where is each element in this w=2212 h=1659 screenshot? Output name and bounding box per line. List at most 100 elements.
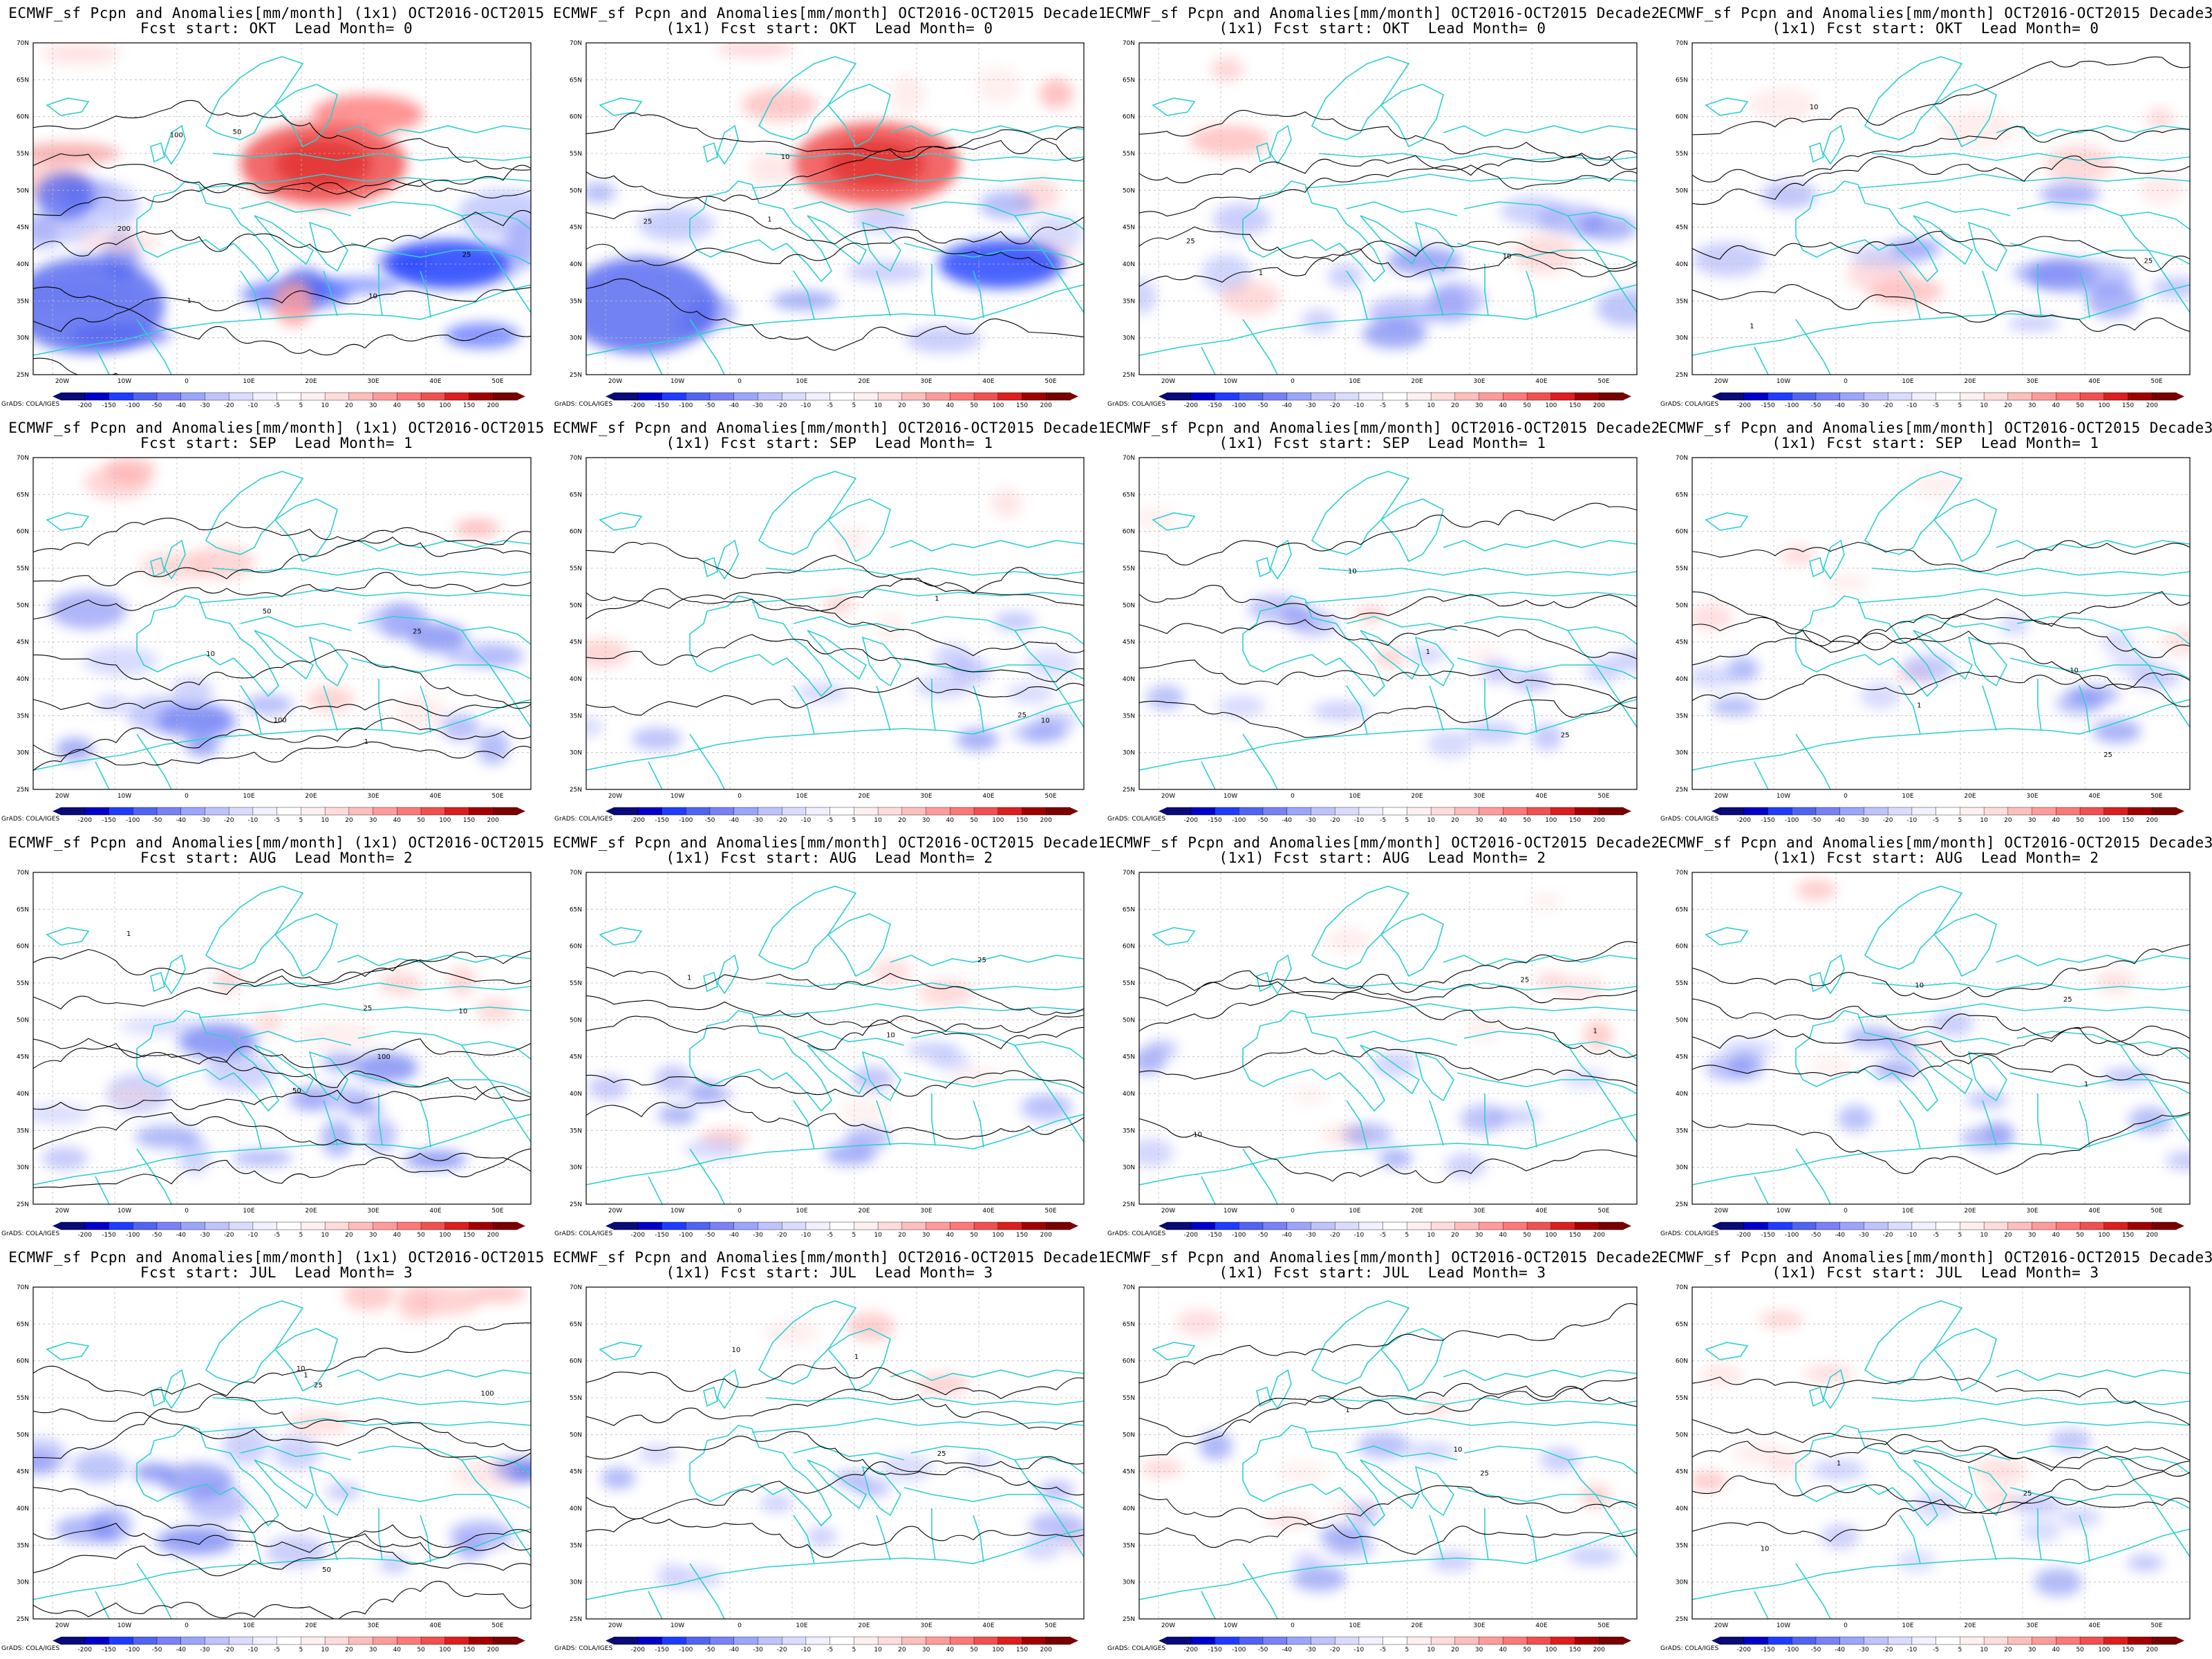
colorbar-tick-label: 50 [2076,1647,2084,1653]
coastline-border [1795,1563,1831,1619]
longitude-label: 40E [429,378,441,385]
coastline-border [1256,142,1271,163]
anomaly-blob [2127,1554,2164,1572]
colorbar-swatch [1503,1221,1528,1230]
colorbar-swatch [758,1636,782,1645]
colorbar-swatch [1215,392,1239,401]
coastline-border [890,955,1084,966]
latitude-label: 30N [17,1580,29,1586]
coastline-border [1795,1425,1938,1527]
contour-label: 25 [364,1005,373,1013]
colorbar-tick-label: -100 [126,817,140,824]
anomaly-blob [2007,315,2059,332]
coastline-border [2120,1044,2190,1143]
colorbar-tick-label: -20 [1883,1232,1893,1239]
precip-contour [33,1038,531,1102]
longitude-label: 10E [796,1208,807,1215]
latitude-label: 55N [1123,980,1135,987]
colorbar-tick-label: 40 [393,1232,402,1239]
coastline-border [136,1010,279,1112]
colorbar-swatch [1166,807,1192,816]
precip-contour [33,1148,531,1188]
latitude-label: 45N [17,225,29,232]
coastline-border [1864,56,1963,140]
coastline-border [1139,1528,1637,1600]
coastline-border [205,56,304,140]
colorbar-tick-label: 40 [1499,1647,1508,1653]
latitude-label: 60N [1123,114,1135,121]
anomaly-blob [396,1287,435,1322]
latitude-label: 40N [1123,676,1135,683]
colorbar-min-arrow [53,1637,61,1644]
coastline-border [198,1003,531,1018]
coastline-border [1014,1459,1084,1557]
latitude-label: 70N [17,870,29,877]
contour-label: 10 [886,1032,895,1040]
anomaly-blob [748,151,796,185]
colorbar-swatch [1839,392,1865,401]
anomaly-blob [1291,1085,1329,1105]
anomaly-blob [1139,278,1157,315]
contour-label: 25 [1480,1470,1489,1478]
colorbar-swatch [973,807,999,816]
colorbar-swatch [133,392,158,401]
colorbar-swatch [1960,1221,1985,1230]
precip-contour [1139,1387,1637,1457]
anomaly-blob [326,1483,361,1501]
colorbar-tick-label: -100 [1232,1647,1246,1653]
latitude-label: 70N [1123,455,1135,462]
precip-contour [1692,231,2190,272]
longitude-label: 20E [305,378,317,385]
colorbar-tick-label: -30 [1306,402,1316,409]
coastline-border [378,679,383,731]
colorbar-swatch [1743,1221,1769,1230]
latitude-label: 25N [1123,787,1135,794]
latitude-label: 65N [1123,1321,1135,1328]
colorbar-swatch [1887,1221,1913,1230]
colorbar-swatch [637,807,663,816]
latitude-label: 35N [1123,298,1135,305]
colorbar-swatch [2152,807,2177,816]
coastline-border [1242,595,1385,697]
colorbar-tick-label: 50 [1523,817,1531,824]
colorbar-swatch [926,392,951,401]
coastline-border [1429,270,1444,317]
latitude-label: 35N [1676,713,1688,720]
precip-contour [33,948,531,984]
latitude-label: 70N [17,40,29,47]
precip-contour [586,1389,1084,1430]
colorbar-swatch [637,392,663,401]
anomaly-field [1692,88,2190,332]
precip-contour [1692,1461,2190,1542]
coastline-border [1982,685,1997,731]
latitude-label: 65N [1676,906,1688,913]
colorbar-tick-label: -30 [1859,817,1869,824]
precip-contour [1139,941,1637,1032]
anomaly-blob [1139,1138,1174,1168]
colorbar-swatch [1022,392,1047,401]
coastline-border [1705,927,1749,946]
coastline-border [827,498,891,563]
coastline-border [33,284,531,356]
latitude-label: 25N [1676,787,1688,794]
longitude-label: 10W [1777,793,1790,800]
colorbar-swatch [324,807,350,816]
colorbar-swatch [926,1636,951,1645]
anomaly-blob [1265,1510,1315,1528]
precip-contour [1139,503,1637,565]
colorbar-tick-label: 150 [2122,1232,2134,1239]
colorbar-tick-label: -50 [152,1232,162,1239]
anomaly-blob [274,280,314,326]
coastline-border [1754,346,1769,375]
coastline-border [1996,125,2190,137]
anomaly-blob [232,1150,293,1167]
colorbar-swatch [877,392,903,401]
latitude-label: 35N [1676,298,1688,305]
contour-label: 25 [1561,731,1570,739]
coastline-border [751,174,1084,189]
colorbar-tick-label: 50 [970,402,978,409]
colorbar-swatch [156,1636,182,1645]
colorbar-swatch [662,392,686,401]
